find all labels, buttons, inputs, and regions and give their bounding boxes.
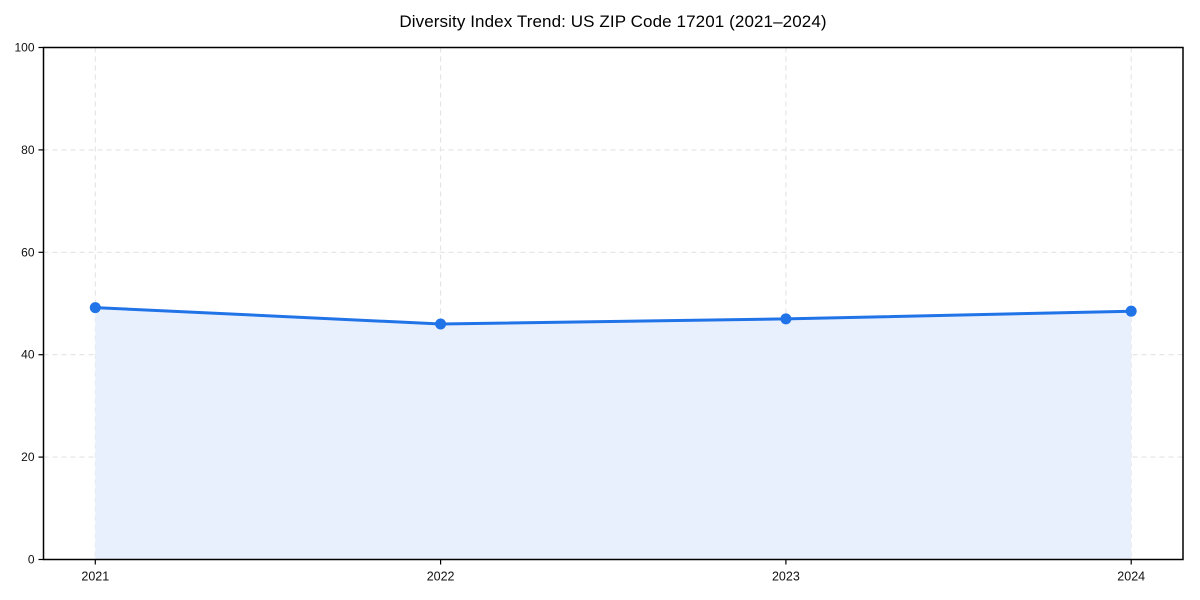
data-point [435,318,447,330]
y-tick-label: 60 [21,245,35,259]
trend-line [93,306,1133,326]
y-tick-label: 100 [14,41,34,55]
y-tick-label: 80 [21,143,35,157]
x-tick-label: 2024 [1117,570,1145,584]
plot-border [42,46,1184,561]
chart-title: Diversity Index Trend: US ZIP Code 17201… [399,12,827,31]
data-point [1125,305,1137,317]
data-point [780,313,792,325]
y-tick-label: 20 [21,450,35,464]
x-tick-label: 2021 [81,570,109,584]
area-fill [95,307,1132,560]
y-tick-label: 0 [28,553,35,567]
x-tick-label: 2022 [427,570,455,584]
y-tick-label: 40 [21,348,35,362]
x-tick-label: 2023 [772,570,800,584]
data-point [89,302,101,314]
